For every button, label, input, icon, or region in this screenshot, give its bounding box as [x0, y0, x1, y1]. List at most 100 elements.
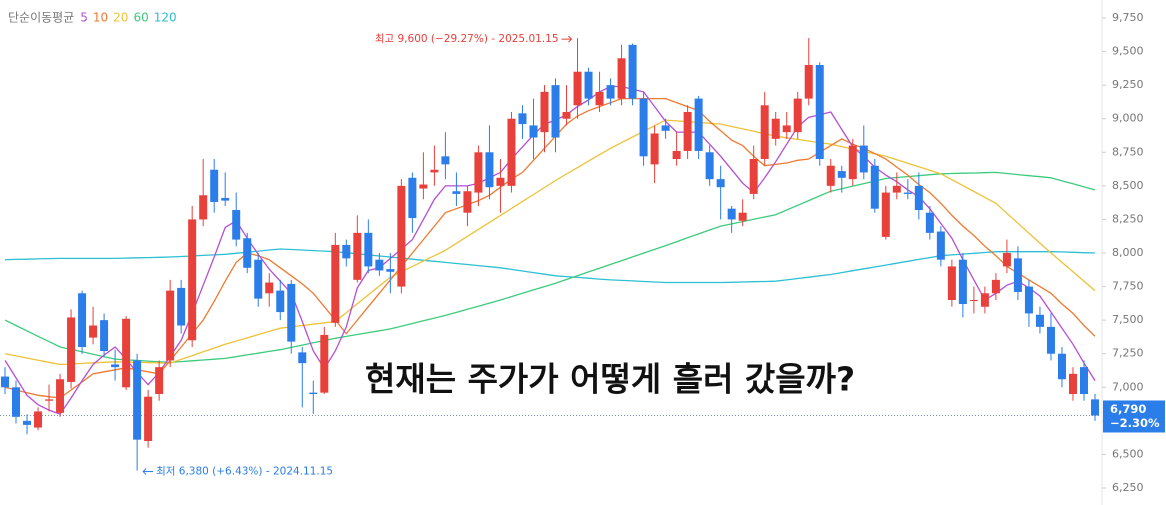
candle-body [804, 65, 813, 99]
candle-body [1002, 253, 1011, 267]
candle-body [166, 290, 175, 361]
candle-body [67, 317, 76, 382]
candle-body [859, 145, 868, 173]
candle-body [221, 197, 230, 201]
low-annotation: 최저 6,380 (+6.43%) - 2024.11.15 [156, 466, 333, 478]
candle-body [606, 85, 615, 99]
candle-body [881, 192, 890, 237]
y-tick-label: 7,750 [1112, 280, 1144, 293]
candle-body [870, 165, 879, 209]
candle-body [309, 392, 318, 394]
candle-body [1013, 258, 1022, 292]
y-tick-label: 8,000 [1112, 246, 1144, 259]
legend-title: 단순이동평균 [8, 11, 74, 25]
candle-body [397, 185, 406, 287]
candle-body [342, 244, 351, 259]
candle-body [738, 212, 747, 221]
candle-body [1046, 326, 1055, 354]
candle-body [111, 364, 120, 368]
candle-body [914, 185, 923, 211]
candle-body [793, 98, 802, 133]
candle-body [507, 118, 516, 186]
candle-body [78, 293, 87, 347]
candle-body [441, 156, 450, 165]
y-tick-label: 9,000 [1112, 112, 1144, 125]
candle-body [276, 290, 285, 313]
candle-body [1091, 399, 1099, 416]
candle-body [133, 360, 142, 440]
legend-entry: 20 [113, 11, 128, 25]
y-tick-label: 6,500 [1112, 447, 1144, 460]
candle-body [529, 125, 538, 138]
candle-body [56, 379, 65, 413]
candle-body [89, 325, 98, 338]
y-tick-label: 7,250 [1112, 347, 1144, 360]
candle-body [320, 334, 329, 393]
ma-line [4, 171, 1096, 364]
candle-body [485, 152, 494, 188]
ma-line [4, 119, 1096, 366]
candle-body [430, 169, 439, 173]
candle-body [100, 320, 109, 352]
ma-line [4, 248, 1096, 284]
candle-body [672, 150, 681, 159]
candle-body [45, 399, 54, 401]
y-tick-label: 8,500 [1112, 179, 1144, 192]
candle-body [837, 171, 846, 178]
candle-body [650, 133, 659, 165]
candle-body [199, 195, 208, 220]
candle-body [969, 300, 978, 301]
ma-line [4, 97, 1096, 399]
y-tick-label: 9,750 [1112, 11, 1144, 24]
candle-body [144, 396, 153, 441]
candle-body [639, 98, 648, 157]
candle-body [419, 184, 428, 189]
candle-body [815, 65, 824, 159]
candle-body [23, 420, 32, 425]
candle-body [617, 58, 626, 99]
candle-body [518, 113, 527, 125]
overlay-title: 현재는 주가가 어떻게 흘러 갔을까? [365, 360, 855, 399]
candle-body [595, 91, 604, 106]
candle-body [958, 259, 967, 305]
candle-body [771, 118, 780, 139]
candle-body [716, 179, 725, 188]
candle-body [991, 279, 1000, 294]
candle-body [1057, 353, 1066, 380]
candle-body [254, 259, 263, 299]
legend-entry: 5 [80, 11, 88, 25]
candle-body [243, 238, 252, 268]
legend-entry: 10 [93, 11, 108, 25]
candle-body [386, 269, 395, 272]
price-tag-value: 6,790 [1110, 402, 1146, 416]
candle-body [848, 145, 857, 180]
candle-body [573, 71, 582, 106]
y-tick-label: 7,000 [1112, 380, 1144, 393]
candle-body [375, 259, 384, 271]
candle-body [122, 318, 131, 388]
candle-body [12, 387, 21, 417]
candle-body [694, 98, 703, 151]
ma-line [4, 85, 1096, 415]
y-tick-label: 9,500 [1112, 45, 1144, 58]
candle-body [177, 287, 186, 326]
candle-body [683, 112, 692, 151]
candle-body [826, 165, 835, 186]
legend-entry: 60 [133, 11, 148, 25]
y-tick-label: 6,250 [1112, 481, 1144, 494]
annotation-arrowhead [568, 35, 573, 43]
candle-body [452, 191, 461, 194]
candle-body [331, 244, 340, 323]
price-tag-change: −2.30% [1110, 416, 1160, 430]
candle-body [232, 210, 241, 240]
candle-body [155, 367, 164, 394]
candle-body [1, 376, 9, 388]
candle-body [1035, 314, 1044, 327]
candle-body [760, 105, 769, 159]
candle-body [947, 266, 956, 300]
candle-body [474, 152, 483, 193]
candle-body [408, 177, 417, 219]
y-tick-label: 8,750 [1112, 145, 1144, 158]
annotation-arrowhead [142, 468, 147, 475]
candle-body [210, 169, 219, 202]
